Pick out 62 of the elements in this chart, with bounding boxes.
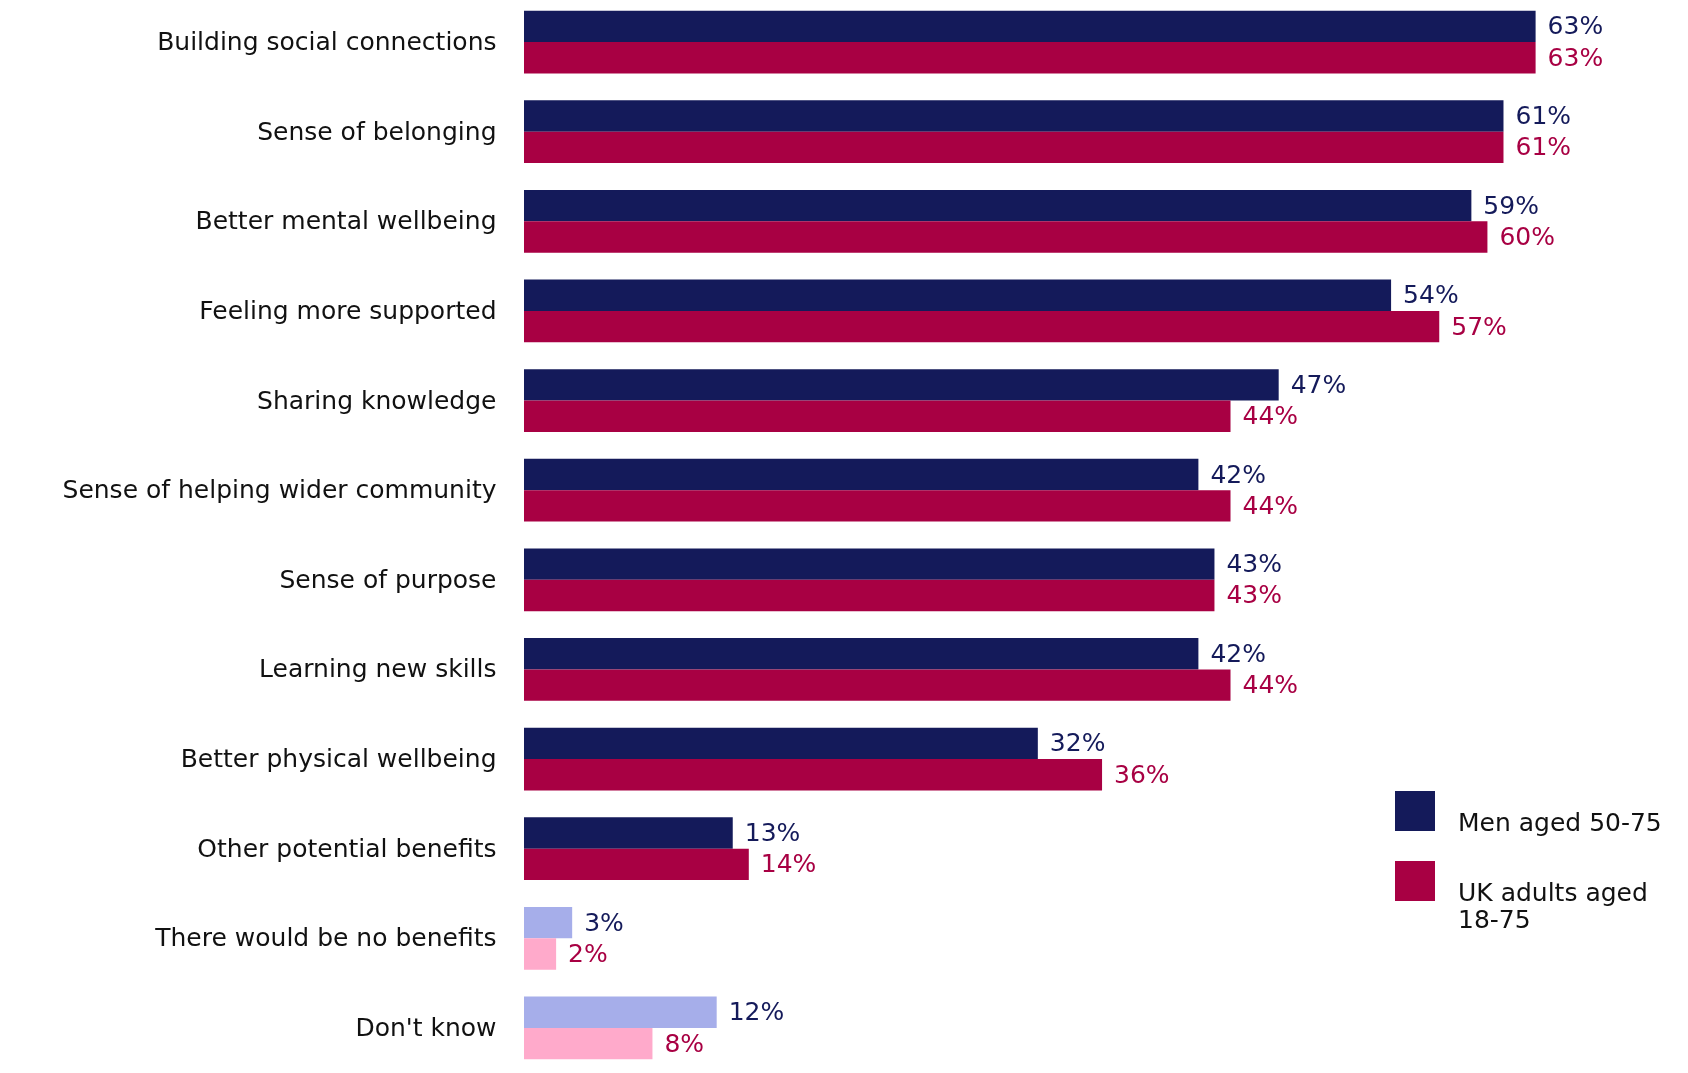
data-label: 43% xyxy=(1226,580,1283,610)
data-label: 32% xyxy=(1049,728,1106,758)
bar xyxy=(524,579,1215,612)
y-tick-label: Sense of helping wider community xyxy=(62,475,497,505)
data-label: 42% xyxy=(1210,459,1266,489)
bar xyxy=(524,458,1199,491)
bar xyxy=(524,638,1199,670)
y-tick-label: Don't know xyxy=(355,1012,497,1042)
y-tick-label: Sharing knowledge xyxy=(257,385,497,415)
bar xyxy=(524,938,557,970)
data-label: 63% xyxy=(1547,11,1604,41)
y-tick-label: Feeling more supported xyxy=(199,295,497,325)
data-label: 44% xyxy=(1242,401,1299,431)
data-label: 43% xyxy=(1226,549,1283,579)
data-label: 59% xyxy=(1483,190,1539,220)
bar xyxy=(524,996,717,1028)
data-label: 13% xyxy=(744,817,801,847)
y-tick-label: Other potential benefits xyxy=(197,833,497,863)
data-label: 44% xyxy=(1242,490,1299,520)
y-tick-label: Better mental wellbeing xyxy=(195,206,497,236)
data-label: 57% xyxy=(1451,311,1507,341)
y-tick-label: Building social connections xyxy=(157,27,497,57)
data-label: 54% xyxy=(1403,280,1459,310)
bar xyxy=(524,400,1231,432)
bar xyxy=(524,848,749,881)
data-label: 14% xyxy=(760,849,817,879)
bar xyxy=(524,42,1536,74)
bar xyxy=(524,310,1440,343)
y-tick-label: Sense of belonging xyxy=(257,116,497,146)
data-label: 36% xyxy=(1114,759,1170,789)
bar xyxy=(524,727,1038,760)
bar xyxy=(524,759,1103,791)
bar xyxy=(524,906,573,939)
bar xyxy=(524,817,733,849)
data-label: 42% xyxy=(1210,638,1266,668)
data-label: 2% xyxy=(568,938,608,968)
data-label: 44% xyxy=(1242,670,1299,700)
y-tick-label: Sense of purpose xyxy=(279,564,497,594)
data-label: 63% xyxy=(1547,42,1604,72)
data-label: 47% xyxy=(1290,369,1347,399)
bar xyxy=(524,279,1392,311)
data-label: 8% xyxy=(664,1028,705,1058)
bar xyxy=(524,1027,653,1060)
data-label: 61% xyxy=(1515,132,1572,162)
bar xyxy=(524,131,1504,164)
bar xyxy=(524,669,1231,701)
bar xyxy=(524,10,1536,43)
bar xyxy=(524,490,1231,522)
bar xyxy=(524,189,1472,222)
data-label: 12% xyxy=(728,997,785,1027)
legend-label: UK adults aged 18-75 xyxy=(1458,878,1648,934)
bar xyxy=(524,100,1504,132)
y-tick-label: Learning new skills xyxy=(259,654,497,684)
y-tick-label: Better physical wellbeing xyxy=(180,744,497,774)
data-label: 60% xyxy=(1499,222,1556,252)
bar xyxy=(524,221,1488,253)
bar xyxy=(524,369,1279,401)
data-label: 3% xyxy=(584,907,624,937)
bar xyxy=(524,548,1215,580)
legend-label: Men aged 50-75 xyxy=(1458,808,1662,837)
y-tick-label: There would be no benefits xyxy=(154,923,497,953)
data-label: 61% xyxy=(1515,101,1572,131)
